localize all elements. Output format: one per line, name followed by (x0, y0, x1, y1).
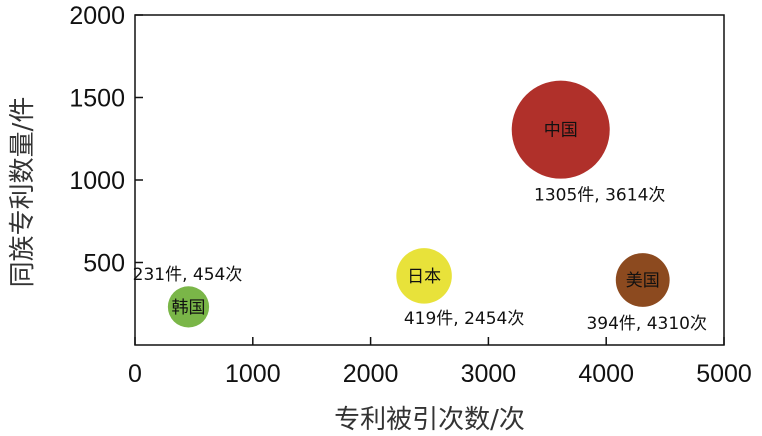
x-tick-label: 5000 (696, 360, 752, 388)
x-axis-title: 专利被引次数/次 (334, 405, 525, 435)
bubble-name-label: 中国 (544, 121, 578, 141)
x-tick-label: 0 (128, 360, 142, 388)
data-label: 394件, 4310次 (586, 314, 707, 334)
bubble-中国[interactable] (511, 80, 610, 179)
x-tick-label: 3000 (461, 360, 517, 388)
bubble-日本[interactable] (396, 248, 452, 304)
data-label: 231件, 454次 (133, 265, 243, 285)
x-tick-label: 2000 (343, 360, 399, 388)
y-tick-label: 1000 (69, 167, 125, 195)
data-label: 1305件, 3614次 (534, 186, 665, 206)
labels: 韩国 231件, 454次 日本 419件, 2454次 中国 1305件, 3614次美… (133, 121, 707, 334)
bubble-美国[interactable] (615, 253, 670, 307)
x-tick-label: 4000 (578, 360, 634, 388)
bubbles (167, 80, 670, 328)
y-axis-title: 同族专利数量/件 (8, 97, 38, 288)
axes: 0 1000 2000 3000 4000 5000 500 1000 1500 2000 (69, 2, 751, 388)
y-tick-label: 2000 (69, 2, 125, 30)
y-tick-label: 1500 (69, 85, 125, 113)
data-label: 419件, 2454次 (404, 309, 525, 329)
bubble-name-label: 美国 (626, 271, 660, 291)
bubble-name-label: 日本 (407, 267, 441, 287)
x-tick-label: 1000 (225, 360, 281, 388)
y-tick-label: 500 (83, 250, 125, 278)
bubble-name-label: 韩国 (171, 298, 205, 318)
bubble-韩国[interactable] (167, 286, 210, 328)
